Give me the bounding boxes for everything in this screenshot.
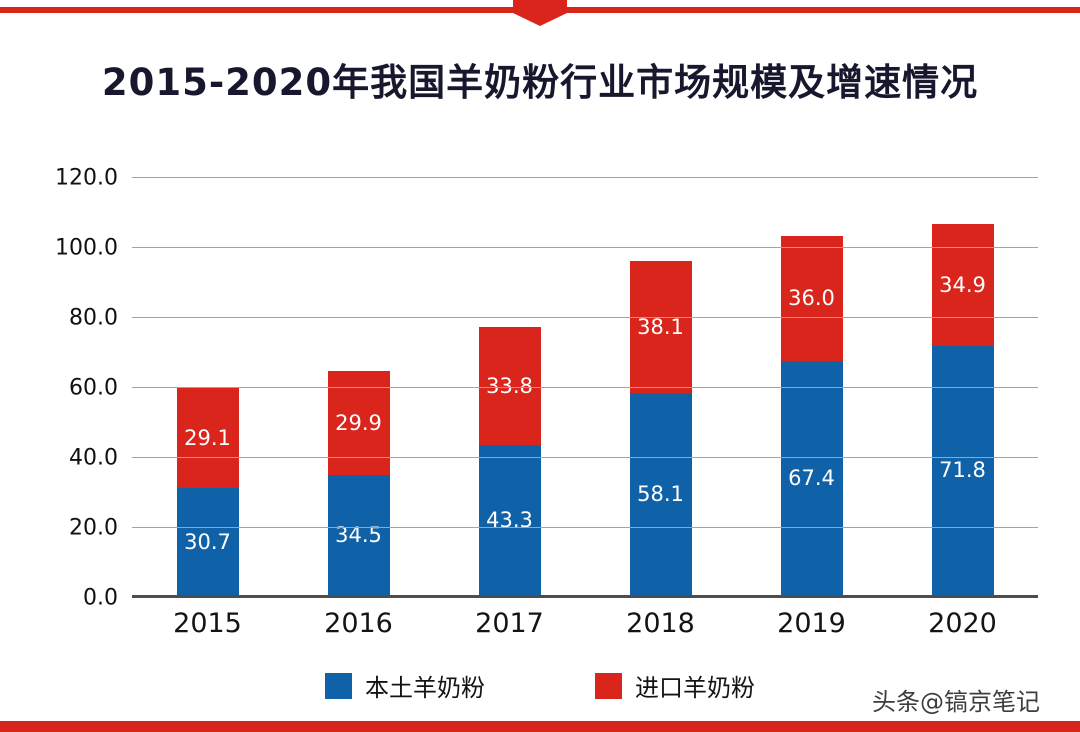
bar-segment-2018-imported: 38.1 [629, 260, 692, 394]
y-axis: 0.0 20.0 40.0 60.0 80.0 100.0 120.0 [40, 166, 132, 611]
gridline [132, 247, 1038, 248]
x-tick-label-2015: 2015 [173, 608, 242, 639]
x-tick-label-2020: 2020 [928, 608, 997, 639]
chart-area: 0.0 20.0 40.0 60.0 80.0 100.0 120.0 29.1 30.7 29… [40, 166, 1038, 611]
legend-label-imported: 进口羊奶粉 [635, 674, 755, 702]
gridline [132, 387, 1038, 388]
bars: 29.1 30.7 29.9 34.5 33.8 43.3 38.1 58.1 36.0 67.4… [132, 178, 1038, 595]
bar-value-label: 38.1 [637, 314, 684, 339]
gridline [132, 177, 1038, 178]
plot-area: 29.1 30.7 29.9 34.5 33.8 43.3 38.1 58.1 36.0 67.4… [132, 177, 1038, 598]
bar-segment-2019-imported: 36.0 [780, 235, 843, 361]
bar-value-label: 29.1 [184, 425, 231, 450]
bottom-accent-strip [0, 721, 1080, 732]
legend-swatch-imported [595, 672, 622, 699]
bar-value-label: 36.0 [788, 286, 835, 311]
bar-segment-2017-domestic: 43.3 [478, 444, 541, 595]
bar-value-label: 43.3 [486, 507, 533, 532]
x-axis-labels: 2015 2016 2017 2018 2019 2020 [132, 608, 1038, 639]
y-tick-label: 40.0 [69, 445, 118, 471]
bar-value-label: 30.7 [184, 529, 231, 554]
bar-segment-2020-domestic: 71.8 [931, 345, 994, 595]
x-tick-label-2019: 2019 [777, 608, 846, 639]
bar-value-label: 71.8 [939, 458, 986, 483]
bar-segment-2015-imported: 29.1 [176, 387, 239, 489]
bar-2020: 34.9 71.8 [931, 178, 994, 595]
bar-segment-2020-imported: 34.9 [931, 224, 994, 346]
bar-value-label: 33.8 [486, 373, 533, 398]
bar-segment-2016-domestic: 34.5 [327, 475, 390, 595]
bar-2019: 36.0 67.4 [780, 178, 843, 595]
bar-segment-2018-domestic: 58.1 [629, 393, 692, 595]
gridline [132, 317, 1038, 318]
x-tick-label-2017: 2017 [475, 608, 544, 639]
legend-swatch-domestic [325, 672, 352, 699]
x-tick-label-2018: 2018 [626, 608, 695, 639]
bar-value-label: 34.9 [939, 272, 986, 297]
y-tick-label: 60.0 [69, 375, 118, 401]
y-tick-label: 20.0 [69, 515, 118, 541]
legend-item-imported: 进口羊奶粉 [595, 668, 755, 703]
bar-segment-2019-domestic: 67.4 [780, 360, 843, 595]
y-tick-label: 100.0 [55, 235, 118, 261]
bar-2017: 33.8 43.3 [478, 178, 541, 595]
bar-value-label: 67.4 [788, 465, 835, 490]
legend: 本土羊奶粉 进口羊奶粉 [0, 668, 1080, 703]
legend-label-domestic: 本土羊奶粉 [365, 674, 485, 702]
bar-segment-2015-domestic: 30.7 [176, 488, 239, 595]
x-tick-label-2016: 2016 [324, 608, 393, 639]
watermark-text: 头条@镐京笔记 [872, 688, 1040, 716]
top-ribbon-decoration [513, 0, 567, 26]
bar-segment-2017-imported: 33.8 [478, 327, 541, 445]
gridline [132, 457, 1038, 458]
y-tick-label: 80.0 [69, 305, 118, 331]
bar-2015: 29.1 30.7 [176, 178, 239, 595]
bar-2018: 38.1 58.1 [629, 178, 692, 595]
y-tick-label: 120.0 [55, 165, 118, 191]
legend-item-domestic: 本土羊奶粉 [325, 668, 485, 703]
bar-value-label: 29.9 [335, 411, 382, 436]
bar-value-label: 58.1 [637, 482, 684, 507]
y-tick-label: 0.0 [83, 585, 118, 611]
gridline [132, 527, 1038, 528]
chart-title: 2015-2020年我国羊奶粉行业市场规模及增速情况 [101, 61, 979, 104]
